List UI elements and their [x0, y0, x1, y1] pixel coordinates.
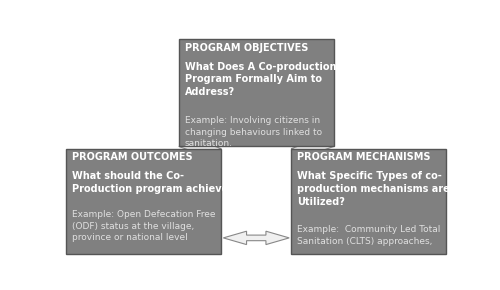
Text: PROGRAM OUTCOMES: PROGRAM OUTCOMES — [72, 152, 193, 162]
Text: What Does A Co-production
Program Formally Aim to
Address?: What Does A Co-production Program Formal… — [184, 61, 336, 97]
Polygon shape — [291, 141, 334, 154]
Text: PROGRAM MECHANISMS: PROGRAM MECHANISMS — [297, 152, 430, 162]
Polygon shape — [179, 141, 222, 154]
Bar — [179, 39, 334, 146]
Text: Example: Involving citizens in
changing behaviours linked to
sanitation.: Example: Involving citizens in changing … — [184, 116, 322, 148]
Text: What Specific Types of co-
production mechanisms are
Utilized?: What Specific Types of co- production me… — [297, 171, 450, 206]
Text: What should the Co-
Production program achieve?: What should the Co- Production program a… — [72, 171, 234, 194]
Bar — [291, 149, 446, 254]
Text: PROGRAM OBJECTIVES: PROGRAM OBJECTIVES — [184, 43, 308, 52]
Polygon shape — [224, 231, 289, 244]
Text: Example:  Community Led Total
Sanitation (CLTS) approaches,: Example: Community Led Total Sanitation … — [297, 226, 440, 246]
Bar — [66, 149, 222, 254]
Text: Example: Open Defecation Free
(ODF) status at the village,
province or national : Example: Open Defecation Free (ODF) stat… — [72, 210, 216, 242]
